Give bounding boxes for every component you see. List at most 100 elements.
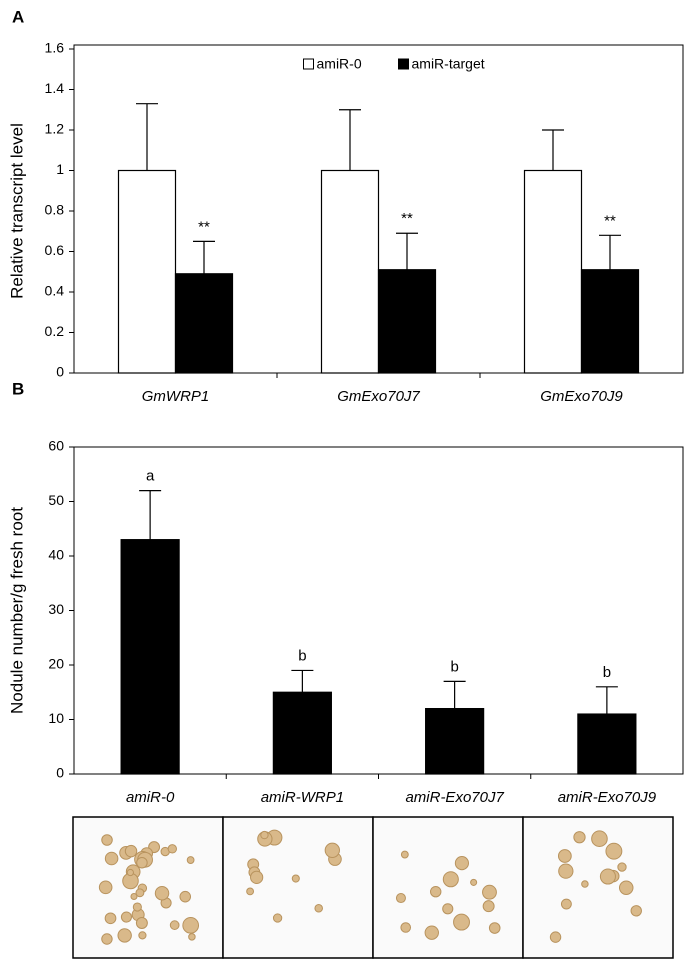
error-bar [443,680,466,709]
significance-label: ** [198,218,210,235]
y-tick-label: 40 [48,547,64,563]
error-bar [542,129,564,171]
y-tick-label: 1 [56,161,64,177]
x-tick-label: GmExo70J7 [337,388,420,405]
legend-label: amiR-0 [317,56,362,72]
nodule [549,931,562,943]
photo-frame [72,816,224,959]
y-tick-label: 30 [48,601,64,617]
x-tick-label: amiR-Exo70J9 [558,789,657,806]
error-bar [396,232,418,270]
y-tick-label: 1.6 [45,40,65,56]
bar [174,273,234,374]
nodule [188,933,196,941]
nodule [260,830,269,840]
nodule [135,917,148,930]
y-tick-label: 10 [48,710,64,726]
nodule [182,916,200,934]
significance-label: b [603,664,611,681]
nodule [400,922,412,933]
nodule [136,856,148,869]
error-bar [595,686,618,715]
nodule [126,868,134,877]
y-tick-label: 0.2 [45,323,65,339]
significance-label: ** [604,212,616,229]
error-bar [193,240,215,274]
nodule [482,900,495,913]
bar [120,539,180,775]
bar [377,269,437,374]
nodule [581,880,589,888]
nodule [557,849,572,863]
nodule [454,856,470,871]
y-tick-label: 0.4 [45,283,65,299]
nodule [117,928,132,943]
y-axis-label: Nodule number/g fresh root [7,507,26,714]
nodule [124,844,138,858]
error-bar [139,490,162,540]
y-tick-label: 1.4 [45,80,65,96]
legend-swatch [398,58,409,70]
y-tick-label: 50 [48,492,64,508]
y-tick-label: 0.8 [45,202,65,218]
nodule [618,880,634,895]
error-bar [599,234,621,270]
bar [320,169,380,374]
nodule [442,903,454,915]
nodule [573,831,586,844]
nodule [250,870,264,884]
nodule [101,933,113,945]
nodule [617,862,627,872]
nodule [591,830,608,847]
nodule [135,888,145,898]
bar [580,269,640,374]
y-tick-label: 0 [56,765,64,781]
legend-swatch [303,58,314,70]
significance-label: a [146,468,155,485]
nodule [104,912,117,925]
x-tick-label: GmWRP1 [142,388,210,405]
nodule [599,868,616,885]
legend-label: amiR-target [412,56,485,72]
nodule [104,851,119,866]
nodule [400,850,409,859]
nodule [395,893,406,904]
nodule [324,842,340,858]
y-tick-label: 1.2 [45,121,65,137]
nodule [442,871,459,888]
bar [117,169,177,374]
bar [523,169,583,374]
nodule [167,844,177,854]
photo-frame [372,816,524,959]
bar [577,713,637,775]
nodule [482,884,497,900]
y-tick-label: 0.6 [45,242,65,258]
y-axis-label: Relative transcript level [7,123,26,299]
nodule [314,903,323,913]
x-tick-label: GmExo70J9 [540,388,623,405]
nodule [120,911,132,923]
nodule [154,885,170,901]
photo-frame [222,816,374,959]
nodule [630,905,642,917]
nodule [424,925,439,940]
nodule [291,874,300,883]
panel-label: B [12,379,24,398]
x-tick-label: amiR-WRP1 [261,789,344,806]
panel-label: A [12,7,24,26]
nodule [101,834,113,846]
y-tick-label: 20 [48,656,64,672]
y-tick-label: 0 [56,364,64,380]
y-tick-label: 60 [48,438,64,454]
error-bar [291,669,314,693]
nodule [169,920,180,930]
nodule [179,890,192,903]
nodule-photos [72,816,674,959]
nodule [246,887,255,896]
nodule [272,913,283,923]
nodule [130,892,138,901]
error-bar [136,103,158,171]
significance-label: b [450,658,458,675]
